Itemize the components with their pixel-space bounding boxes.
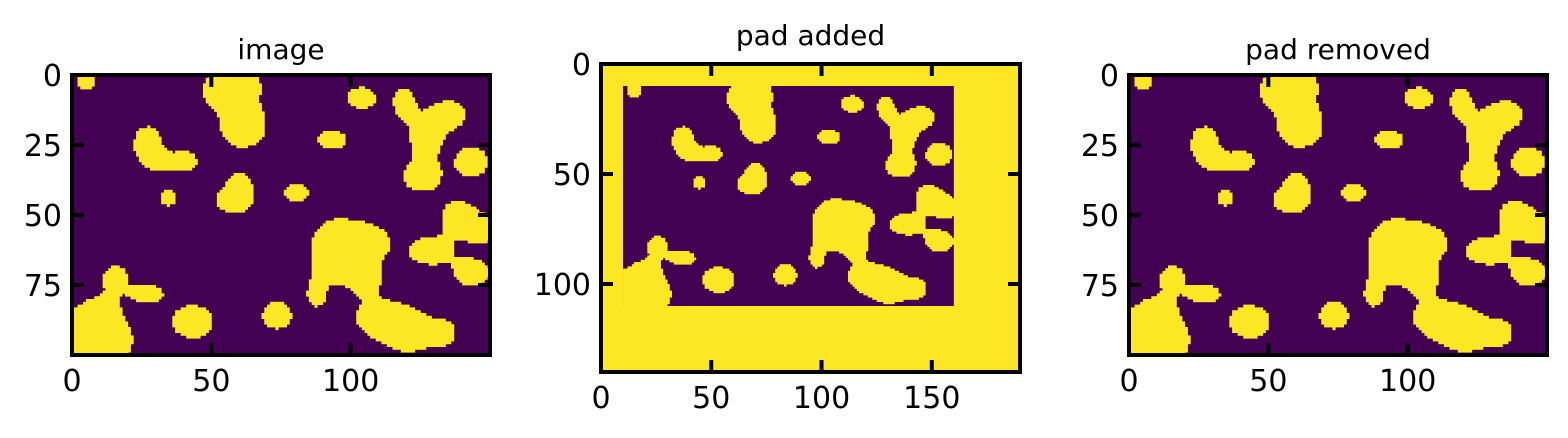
y-tick-label: 50 xyxy=(24,199,62,234)
panel-title: image xyxy=(237,33,324,66)
x-tick-label: 50 xyxy=(192,364,230,399)
heatmap-image xyxy=(1129,75,1548,356)
x-tick-label: 50 xyxy=(692,381,730,416)
heatmap-image xyxy=(72,75,491,356)
x-tick-label: 0 xyxy=(591,381,610,416)
panel-3: pad removed 0 50 100 0 25 50 75 xyxy=(1081,33,1549,399)
x-tick-label: 100 xyxy=(1379,364,1436,399)
panel-title: pad removed xyxy=(1245,33,1431,66)
x-tick-label: 0 xyxy=(1119,364,1138,399)
axes-frame xyxy=(599,62,1022,374)
panel-2: pad added 0 50 100 150 0 50 100 xyxy=(534,19,1022,416)
y-tick-label: 100 xyxy=(534,268,591,303)
x-tick-label: 150 xyxy=(903,381,960,416)
y-tick-label: 50 xyxy=(1081,199,1119,234)
x-tick-label: 0 xyxy=(62,364,81,399)
heatmap-image xyxy=(601,64,1020,372)
x-tick-label: 100 xyxy=(322,364,379,399)
y-tick-label: 0 xyxy=(572,48,591,83)
y-tick-label: 75 xyxy=(1081,269,1119,304)
panel-1: image 0 50 100 0 25 50 75 xyxy=(24,33,492,399)
y-tick-label: 0 xyxy=(43,59,62,94)
y-tick-label: 75 xyxy=(24,269,62,304)
panel-title: pad added xyxy=(736,19,885,52)
y-tick-label: 50 xyxy=(553,158,591,193)
y-tick-label: 0 xyxy=(1100,59,1119,94)
x-tick-label: 100 xyxy=(793,381,850,416)
y-tick-label: 25 xyxy=(24,129,62,164)
y-tick-label: 25 xyxy=(1081,129,1119,164)
x-tick-label: 50 xyxy=(1249,364,1287,399)
